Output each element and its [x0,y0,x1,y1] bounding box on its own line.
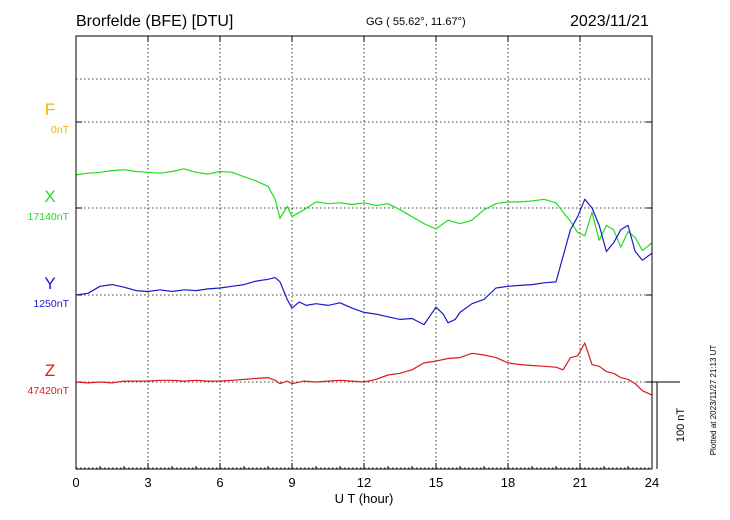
scale-bar: 100 nT [652,381,687,469]
x-tick-label: 15 [429,475,443,490]
series-name-y: Y [44,274,55,293]
series-labels: F 0nT X 17140nT Y 1250nT Z 47420nT [28,100,70,397]
series-name-f: F [45,100,55,119]
x-tick-label: 21 [573,475,587,490]
x-tick-label: 12 [357,475,371,490]
series-name-x: X [44,187,55,206]
station-title: Brorfelde (BFE) [DTU] [76,13,233,30]
series-lines [75,168,653,396]
series-baseline-y: 1250nT [33,298,69,310]
series-line-x [75,168,653,252]
series-baseline-f: 0nT [51,124,70,136]
series-name-z: Z [45,361,55,380]
series-baseline-z: 47420nT [28,385,70,397]
x-tick-label: 6 [216,475,223,490]
x-tick-label: 3 [144,475,151,490]
plot-frame [75,35,653,470]
x-tick-label: 24 [645,475,659,490]
series-line-y [75,198,653,326]
x-tick-label: 9 [288,475,295,490]
plotted-at-label: Plotted at 2023/11/27 21:13 UT [709,345,718,456]
x-axis: 0 3 6 9 12 15 18 21 24 [72,36,659,490]
series-baseline-x: 17140nT [28,211,70,223]
coordinates-label: GG ( 55.62°, 11.67°) [366,16,466,28]
x-tick-label: 18 [501,475,515,490]
series-line-z [75,342,653,396]
x-tick-label: 0 [72,475,79,490]
x-axis-title: U T (hour) [335,491,394,506]
date-label: 2023/11/21 [570,13,649,30]
plot-grid [76,36,652,469]
scale-bar-label: 100 nT [675,408,687,443]
